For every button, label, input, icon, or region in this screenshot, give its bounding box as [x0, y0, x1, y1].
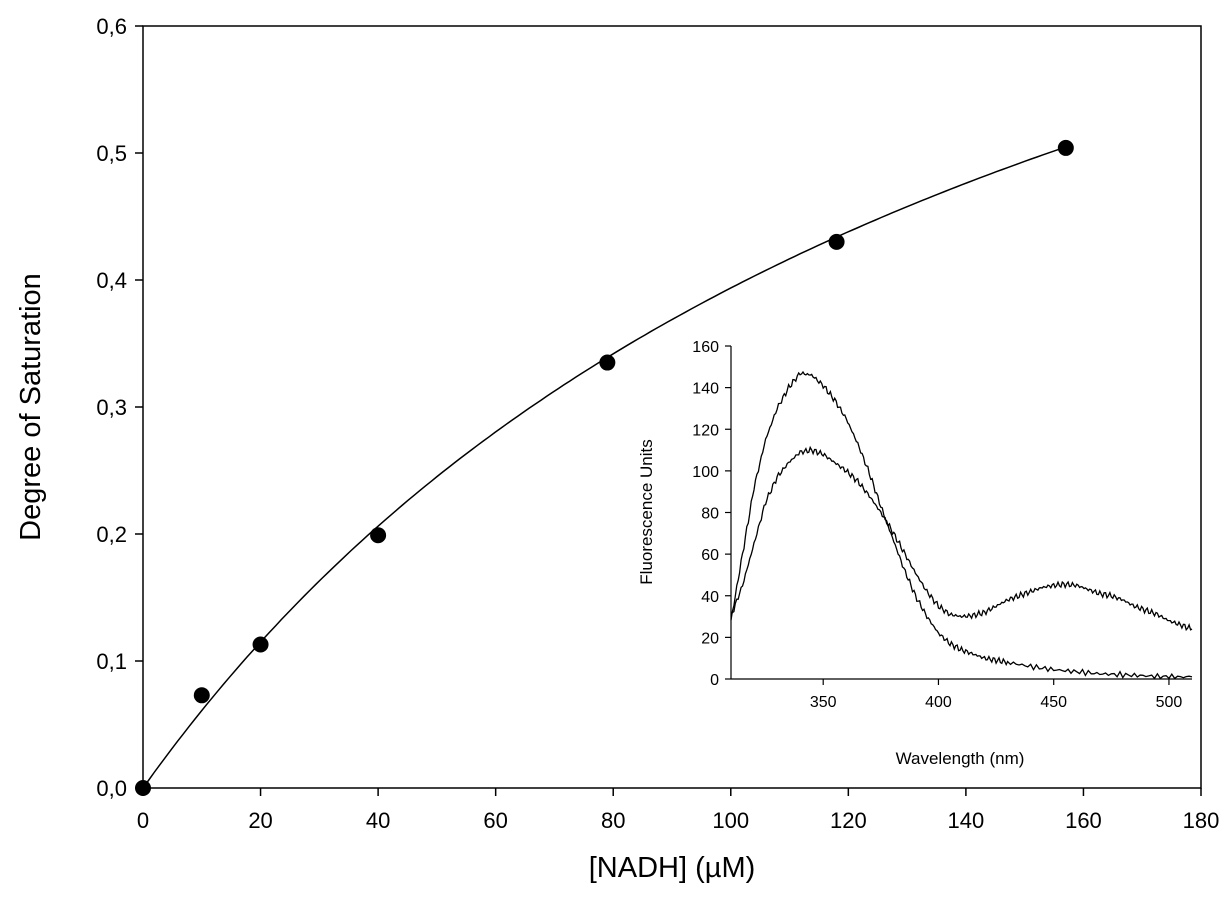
- main-x-tick-label: 140: [948, 808, 985, 833]
- inset-y-tick-label: 20: [701, 630, 719, 647]
- inset-spectrum-line: [730, 445, 1193, 632]
- data-point: [599, 354, 616, 371]
- main-x-tick-label: 20: [248, 808, 272, 833]
- data-point: [828, 233, 845, 250]
- main-fit-curve: [142, 146, 1067, 789]
- main-x-tick-label: 60: [483, 808, 507, 833]
- main-x-tick-label: 0: [137, 808, 149, 833]
- main-plot-frame: [142, 25, 1202, 789]
- main-x-tick-label: 100: [712, 808, 749, 833]
- inset-axes: [730, 346, 1192, 680]
- data-point: [135, 780, 151, 796]
- main-y-tick-label: 0,6: [96, 14, 127, 39]
- inset-y-axis-title: Fluorescence Units: [637, 439, 656, 585]
- data-point: [370, 527, 387, 544]
- main-x-tick-label: 120: [830, 808, 867, 833]
- main-x-tick-label: 40: [366, 808, 390, 833]
- inset-y-tick-label: 100: [692, 464, 719, 481]
- fit-curve-line: [142, 146, 1067, 789]
- inset-x-tick-label: 500: [1156, 694, 1183, 711]
- inset-series-lines: [730, 370, 1193, 680]
- data-point: [1057, 139, 1074, 156]
- inset-spectrum-line: [730, 370, 1193, 680]
- inset-y-tick-label: 40: [701, 589, 719, 606]
- data-point: [252, 636, 269, 653]
- main-x-tick-label: 80: [601, 808, 625, 833]
- main-y-tick-label: 0,1: [96, 649, 127, 674]
- main-x-tick-label: 180: [1183, 808, 1220, 833]
- main-x-axis-title: [NADH] (µM): [589, 852, 756, 884]
- main-data-points: [135, 139, 1074, 796]
- main-y-tick-label: 0,4: [96, 268, 127, 293]
- inset-y-tick-label: 60: [701, 547, 719, 564]
- main-x-tick-label: 160: [1065, 808, 1102, 833]
- inset-x-axis-title: Wavelength (nm): [896, 749, 1025, 768]
- main-y-tick-label: 0,5: [96, 141, 127, 166]
- inset-y-tick-label: 120: [692, 422, 719, 439]
- inset-y-tick-label: 140: [692, 381, 719, 398]
- inset-x-tick-label: 450: [1040, 694, 1067, 711]
- main-y-tick-label: 0,3: [96, 395, 127, 420]
- inset-y-tick-label: 0: [710, 672, 719, 689]
- inset-x-tick-label: 400: [925, 694, 952, 711]
- inset-axis-ticks: 350 400 450 500 0 20 40 60 80 100 120 140 160: [692, 339, 1182, 711]
- main-y-tick-label: 0,0: [96, 776, 127, 801]
- inset-y-tick-label: 160: [692, 339, 719, 356]
- main-y-axis-title: Degree of Saturation: [15, 273, 47, 541]
- inset-y-tick-label: 80: [701, 506, 719, 523]
- inset-x-tick-label: 350: [810, 694, 837, 711]
- data-point: [193, 687, 210, 704]
- main-axis-ticks: 0 20 40 60 80 100 120 140 160 180 0,0 0,1 0,2 0,3 0,4 0…: [96, 14, 1219, 833]
- main-y-tick-label: 0,2: [96, 522, 127, 547]
